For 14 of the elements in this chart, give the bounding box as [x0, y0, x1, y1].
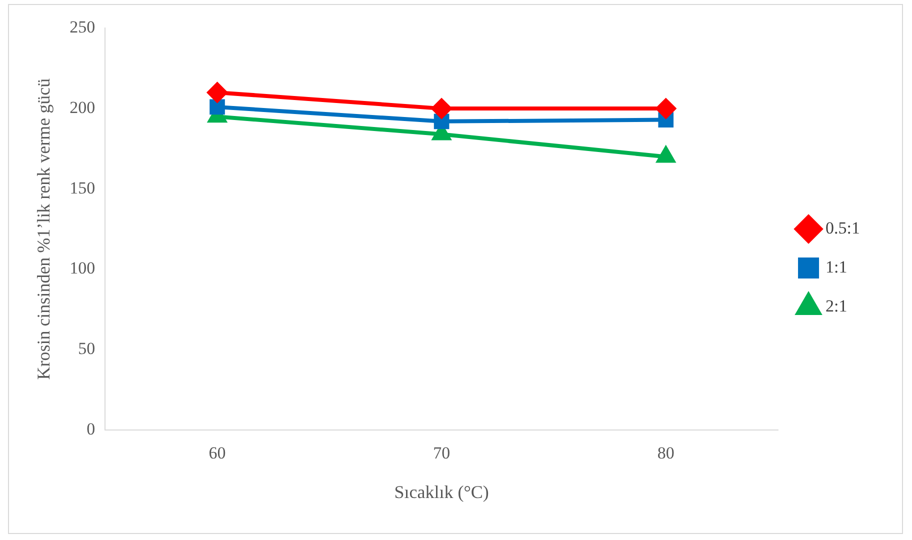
y-tick-label: 100	[70, 258, 96, 278]
y-tick-label: 200	[70, 98, 96, 118]
y-axis-title: Krosin cinsinden %1’lik renk verme gücü	[34, 78, 54, 380]
x-tick-label: 70	[433, 444, 450, 463]
legend-label: 1:1	[826, 257, 848, 276]
y-tick-label: 250	[70, 18, 96, 37]
y-tick-label: 150	[70, 178, 96, 198]
legend-label: 0.5:1	[826, 218, 860, 238]
x-tick-label: 60	[208, 444, 226, 463]
y-tick-label: 50	[78, 339, 96, 358]
x-tick-label: 80	[657, 444, 674, 463]
x-axis-title: Sıcaklık (°C)	[394, 482, 489, 502]
y-tick-label: 0	[86, 419, 96, 438]
legend-label: 2:1	[826, 296, 848, 316]
